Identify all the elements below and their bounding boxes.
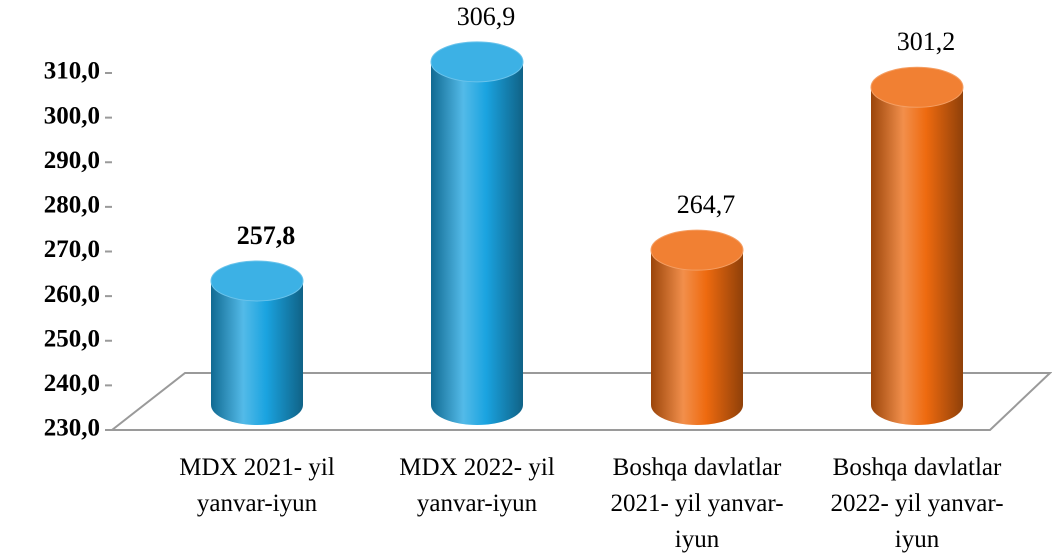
y-tick-label: 260,0 [44, 281, 100, 308]
bar-body [651, 250, 743, 405]
y-tick-label: 300,0 [44, 102, 100, 129]
y-tick-label: 230,0 [44, 415, 100, 442]
bar [430, 41, 524, 425]
bar-body [431, 61, 523, 406]
bar-bottom [871, 385, 963, 425]
bar-top [210, 260, 304, 302]
x-tick-label: MDX 2021- yil yanvar-iyun [179, 454, 335, 517]
bar [210, 260, 304, 425]
floor [109, 372, 1052, 431]
bar [650, 229, 744, 425]
data-label: 264,7 [677, 190, 736, 219]
bar-top [870, 66, 964, 108]
bar-top [650, 229, 744, 271]
y-tick-label: 290,0 [44, 147, 100, 174]
bar-top [430, 41, 524, 83]
bar-body [211, 280, 303, 405]
y-tick-label: 280,0 [44, 192, 100, 219]
x-tick-label: Boshqa davlatlar 2021- yil yanvar-iyun [610, 454, 784, 553]
data-label: 306,9 [457, 2, 516, 31]
data-label: 301,2 [897, 27, 956, 56]
bar-bottom [651, 385, 743, 425]
y-tick-label: 250,0 [44, 325, 100, 352]
y-tick-label: 310,0 [44, 58, 100, 85]
bar [870, 66, 964, 425]
bar-bottom [211, 385, 303, 425]
y-tick-label: 270,0 [44, 236, 100, 263]
x-tick-label: MDX 2022- yil yanvar-iyun [399, 454, 555, 517]
bar-bottom [431, 385, 523, 425]
x-tick-label: Boshqa davlatlar 2022- yil yanvar-iyun [830, 454, 1004, 553]
data-label: 257,8 [237, 221, 296, 250]
y-tick-label: 240,0 [44, 370, 100, 397]
bar-body [871, 87, 963, 406]
